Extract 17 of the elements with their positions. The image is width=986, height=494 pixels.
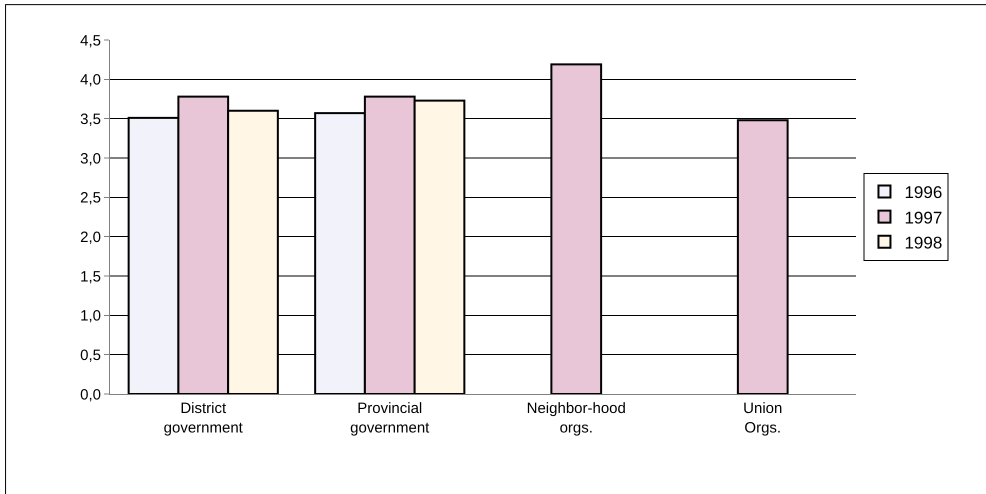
y-tick-label: 4,5 xyxy=(80,32,101,50)
y-tick-label: 1,0 xyxy=(80,308,101,325)
y-tick-label: 3,0 xyxy=(80,150,101,168)
x-tick-label: Provincial government xyxy=(350,400,430,436)
y-tick-label: 4,0 xyxy=(80,72,101,89)
y-tick-label: 2,0 xyxy=(80,228,101,246)
y-tick-label: 3,5 xyxy=(80,110,101,128)
legend-label: 1996 xyxy=(904,183,942,202)
x-tick-label: Union Orgs. xyxy=(743,400,782,436)
y-tick-label: 2,5 xyxy=(80,190,101,207)
y-tick-label: 0,5 xyxy=(80,346,101,364)
y-tick-label: 1,5 xyxy=(80,268,101,286)
legend-label: 1997 xyxy=(904,208,942,228)
x-tick-label: District government xyxy=(164,400,244,436)
legend-label: 1998 xyxy=(904,233,942,252)
x-tick-label: Neighbor-hood orgs. xyxy=(526,400,626,436)
y-tick-label: 0,0 xyxy=(80,386,101,404)
